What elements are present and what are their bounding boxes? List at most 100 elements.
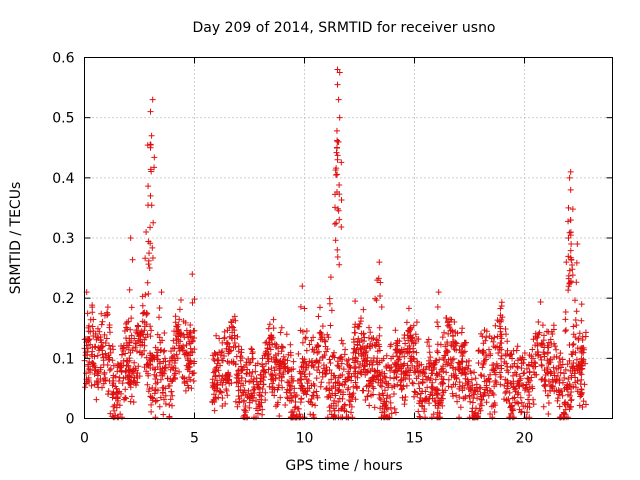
data-point — [145, 290, 152, 297]
data-point — [478, 396, 485, 403]
data-point — [216, 372, 223, 379]
data-point — [128, 393, 135, 400]
data-point — [334, 253, 341, 260]
data-point — [385, 414, 392, 421]
data-point — [345, 384, 352, 391]
data-point — [111, 407, 118, 414]
data-point — [90, 360, 97, 367]
data-point — [534, 339, 541, 346]
data-point — [259, 386, 266, 393]
data-point — [85, 328, 92, 335]
data-point — [153, 372, 160, 379]
data-point — [113, 385, 120, 392]
data-point — [251, 386, 258, 393]
data-point — [298, 375, 305, 382]
data-point — [410, 348, 417, 355]
data-point — [159, 384, 166, 391]
data-point — [363, 369, 370, 376]
data-point — [280, 371, 287, 378]
data-point — [452, 339, 459, 346]
data-point — [533, 335, 540, 342]
data-point — [406, 372, 413, 379]
data-point — [392, 346, 399, 353]
data-point — [284, 364, 291, 371]
data-point — [395, 357, 402, 364]
data-point — [367, 367, 374, 374]
data-point — [185, 351, 192, 358]
data-point — [106, 329, 113, 336]
x-axis-label: GPS time / hours — [285, 458, 402, 474]
data-point — [399, 385, 406, 392]
data-point — [574, 241, 581, 248]
data-point — [212, 351, 219, 358]
data-point — [358, 315, 365, 322]
data-point — [524, 409, 531, 416]
data-point — [496, 369, 503, 376]
data-point — [393, 349, 400, 356]
data-point — [276, 358, 283, 365]
data-point — [435, 289, 442, 296]
data-point — [303, 391, 310, 398]
data-point — [279, 359, 286, 366]
data-point — [146, 265, 153, 272]
data-point — [374, 355, 381, 362]
data-point — [507, 404, 514, 411]
data-point — [128, 304, 135, 311]
data-point — [573, 259, 580, 266]
data-point — [498, 299, 505, 306]
data-point — [224, 392, 231, 399]
data-point — [439, 334, 446, 341]
x-tick-label: 10 — [296, 431, 314, 447]
data-point — [147, 357, 154, 364]
data-point — [276, 367, 283, 374]
data-point — [456, 346, 463, 353]
data-point — [335, 388, 342, 395]
data-point — [434, 347, 441, 354]
data-point — [277, 329, 284, 336]
data-point — [144, 381, 151, 388]
data-point — [483, 328, 490, 335]
data-point — [99, 351, 106, 358]
data-point — [183, 378, 190, 385]
data-point — [505, 369, 512, 376]
data-point — [361, 345, 368, 352]
data-point — [98, 310, 105, 317]
data-point — [255, 384, 262, 391]
data-point — [287, 389, 294, 396]
data-point — [336, 191, 343, 198]
y-tick-label: 0.4 — [52, 171, 74, 187]
data-point — [358, 368, 365, 375]
x-tick-labels: 0 5 10 15 20 — [80, 431, 533, 447]
data-point — [222, 375, 229, 382]
data-point — [530, 401, 537, 408]
data-point — [322, 343, 329, 350]
data-point — [521, 387, 528, 394]
data-point — [149, 254, 156, 261]
data-point — [301, 371, 308, 378]
data-point — [541, 383, 548, 390]
data-point — [334, 66, 341, 73]
data-point — [426, 400, 433, 407]
data-point — [465, 357, 472, 364]
data-point — [147, 224, 154, 231]
data-point — [534, 349, 541, 356]
data-point — [115, 389, 122, 396]
data-point — [82, 384, 89, 391]
data-point — [515, 382, 522, 389]
data-point — [453, 374, 460, 381]
data-point — [471, 369, 478, 376]
data-point — [274, 386, 281, 393]
data-point — [219, 395, 226, 402]
data-point — [89, 309, 96, 316]
data-point — [329, 390, 336, 397]
data-point — [523, 365, 530, 372]
data-point — [308, 337, 315, 344]
data-point — [102, 374, 109, 381]
data-point — [246, 404, 253, 411]
data-point — [284, 394, 291, 401]
data-point — [370, 335, 377, 342]
data-point — [218, 389, 225, 396]
data-point — [407, 325, 414, 332]
data-point — [564, 386, 571, 393]
data-point — [157, 394, 164, 401]
